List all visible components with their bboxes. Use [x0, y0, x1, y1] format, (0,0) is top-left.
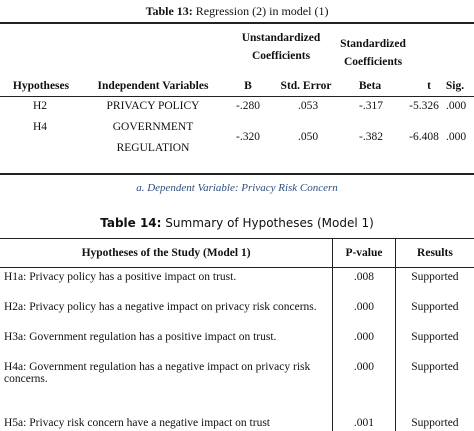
table13-caption-text: Regression (2) in model (1): [192, 4, 329, 18]
table13-caption: Table 13: Regression (2) in model (1): [0, 4, 474, 19]
table14-row-h2a-p-value: .000: [332, 298, 396, 328]
table14-row-h3a-result: Supported: [411, 331, 459, 343]
col-header-sig: Sig.: [445, 80, 465, 92]
table-row: H5a: Privacy risk concern have a negativ…: [0, 399, 474, 431]
table14-row-h1a-p-value: .008: [332, 267, 396, 298]
table13-row-h4-variable-line1: GOVERNMENT: [112, 121, 194, 133]
table13-row-h2-beta: -.317: [359, 100, 383, 112]
table14-row-h5a-result: Supported: [411, 417, 459, 429]
table14-col-header-hypotheses: Hypotheses of the Study (Model 1): [0, 238, 334, 268]
table13-row-h2-sig: .000: [445, 100, 467, 112]
table-row: H1a: Privacy policy has a positive impac…: [0, 267, 474, 298]
table14-row-h4a-hypothesis: H4a: Government regulation has a negativ…: [0, 358, 334, 399]
table14-row-h4a-p-value: .000: [332, 358, 396, 399]
table14-row-h1a-hypothesis: H1a: Privacy policy has a positive impac…: [0, 267, 334, 298]
col-header-beta: Beta: [358, 80, 382, 92]
table14-row-h2a-result: Supported: [411, 301, 459, 313]
table13-row-h2-std-error: .053: [297, 100, 319, 112]
table14-row-h3a-hypothesis: H3a: Government regulation has a positiv…: [0, 328, 334, 358]
table13-row-h4-hypothesis: H4: [32, 121, 48, 133]
table13-bottom-rule: [0, 173, 474, 175]
table13-row-h4-std-error: .050: [297, 131, 319, 143]
col-header-b: B: [244, 80, 252, 92]
table13-note: a. Dependent Variable: Privacy Risk Conc…: [136, 182, 338, 194]
table14-row-h1a-result: Supported: [411, 271, 459, 283]
table13-top-rule: [0, 22, 474, 24]
col-header-std-error: Std. Error: [280, 80, 332, 92]
table14-caption: Table 14: Summary of Hypotheses (Model 1…: [0, 216, 474, 230]
table13-row-h4-b: -.320: [236, 131, 260, 143]
table14-header-row: Hypotheses of the Study (Model 1) P-valu…: [0, 238, 474, 268]
table13-row-h4-variable-line2: REGULATION: [116, 142, 190, 154]
table-row: H4a: Government regulation has a negativ…: [0, 358, 474, 399]
table-row: H3a: Government regulation has a positiv…: [0, 328, 474, 358]
group-header-standardized-1: Standardized: [340, 38, 406, 50]
group-header-unstandardized-2: Coefficients: [251, 50, 311, 62]
table13-row-h4-t: -6.408: [409, 131, 439, 143]
col-header-hypotheses: Hypotheses: [12, 80, 70, 92]
table13-row-h2-b: -.280: [236, 100, 260, 112]
table14-row-h2a-hypothesis: H2a: Privacy policy has a negative impac…: [0, 298, 334, 328]
group-header-standardized-2: Coefficients: [343, 56, 403, 68]
table14-col-header-results: Results: [395, 238, 474, 268]
table13-row-h4-sig: .000: [445, 131, 467, 143]
table-row: H2a: Privacy policy has a negative impac…: [0, 298, 474, 328]
table14-caption-text: Summary of Hypotheses (Model 1): [161, 216, 374, 230]
table14-row-h5a-p-value: .001: [332, 399, 396, 431]
table13-row-h2-t: -5.326: [409, 100, 439, 112]
table13-caption-label: Table 13:: [145, 4, 193, 18]
table13-row-h2-variable: PRIVACY POLICY: [106, 100, 200, 112]
table14-row-h3a-p-value: .000: [332, 328, 396, 358]
col-header-independent-variables: Independent Variables: [97, 80, 209, 92]
table14-row-h4a-result: Supported: [411, 361, 459, 373]
table14: Hypotheses of the Study (Model 1) P-valu…: [0, 238, 474, 431]
table13-header-rule: [0, 96, 474, 97]
table14-row-h5a-hypothesis: H5a: Privacy risk concern have a negativ…: [0, 399, 334, 431]
group-header-unstandardized-1: Unstandardized: [241, 32, 321, 44]
table13-row-h2-hypothesis: H2: [32, 100, 48, 112]
table13-row-h4-beta: -.382: [359, 131, 383, 143]
col-header-t: t: [427, 80, 431, 92]
table14-caption-label: Table 14:: [100, 216, 162, 230]
table14-col-header-p-value: P-value: [332, 238, 396, 268]
